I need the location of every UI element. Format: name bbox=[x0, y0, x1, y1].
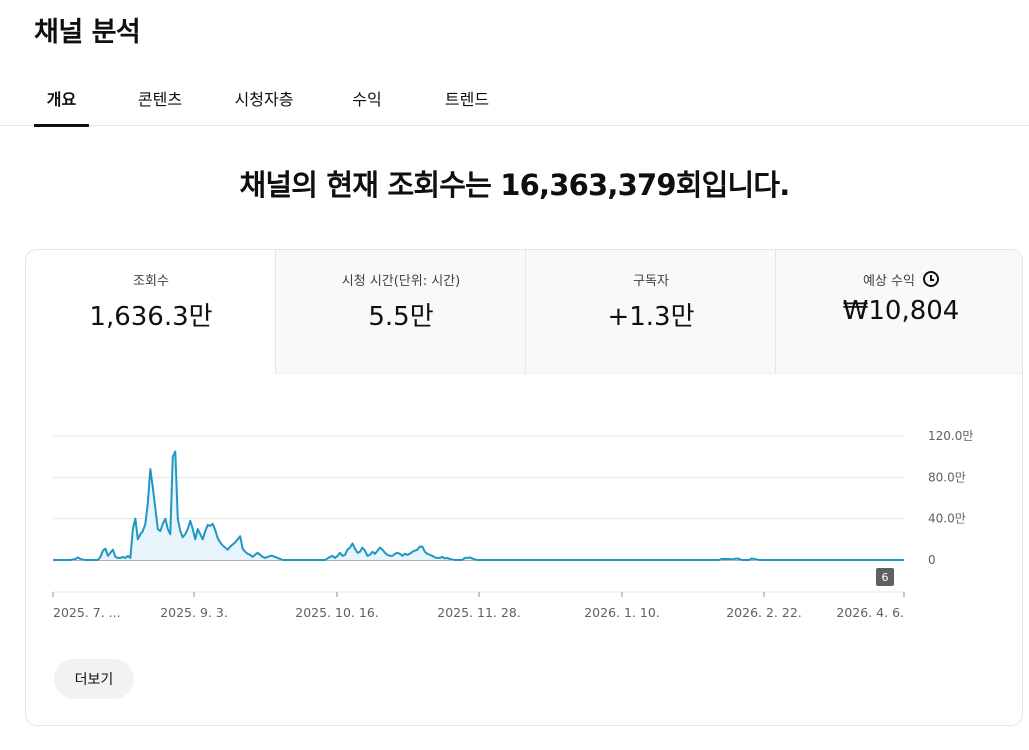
metric-value: 1,636.3만 bbox=[89, 302, 213, 332]
views-line-chart: 0 40.0만 80.0만 120.0만 2025. 7. ... 2025. 9. 3.… bbox=[52, 429, 973, 620]
x-tick-label: 2026. 1. 10. bbox=[584, 605, 660, 620]
annotation-badge bbox=[876, 568, 894, 586]
headline: 채널의 현재 조회수는 16,363,379회입니다. bbox=[239, 168, 790, 202]
x-tick-label: 2026. 2. 22. bbox=[726, 605, 802, 620]
metric-value: ₩10,804 bbox=[842, 296, 960, 326]
x-tick-label: 2025. 10. 16. bbox=[295, 605, 379, 620]
y-tick-label: 80.0만 bbox=[928, 470, 966, 484]
page-title: 채널 분석 bbox=[34, 17, 141, 48]
y-tick-label: 40.0만 bbox=[928, 512, 966, 526]
metric-label: 시청 시간(단위: 시간) bbox=[341, 273, 461, 289]
tab-trends[interactable]: 트렌드 bbox=[444, 90, 490, 109]
x-tick-label: 2025. 7. ... bbox=[53, 605, 121, 620]
tab-bar: 개요 콘텐츠 시청자층 수익 트렌드 bbox=[0, 72, 1029, 127]
series-area bbox=[53, 451, 904, 560]
clock-icon[interactable] bbox=[922, 271, 939, 287]
metric-watch-time[interactable]: 시청 시간(단위: 시간) 5.5만 bbox=[276, 250, 526, 374]
metric-estimated-revenue[interactable]: 예상 수익 ₩10,804 bbox=[776, 250, 1022, 374]
tab-audience[interactable]: 시청자층 bbox=[234, 90, 294, 109]
y-tick-label: 120.0만 bbox=[928, 429, 973, 443]
metric-views[interactable]: 조회수 1,636.3만 bbox=[26, 250, 276, 374]
divider bbox=[775, 250, 776, 374]
metric-subscribers[interactable]: 구독자 +1.3만 bbox=[526, 250, 776, 374]
metric-label: 예상 수익 bbox=[863, 273, 915, 289]
metric-label: 구독자 bbox=[633, 273, 669, 289]
analytics-card: 조회수 1,636.3만 시청 시간(단위: 시간) 5.5만 구독자 +1.3… bbox=[25, 249, 1023, 726]
series-line bbox=[53, 450, 904, 561]
annotation-badge-label: 6 bbox=[882, 571, 889, 584]
tab-revenue[interactable]: 수익 bbox=[352, 90, 382, 109]
tab-content[interactable]: 콘텐츠 bbox=[137, 90, 183, 109]
divider bbox=[525, 250, 526, 374]
tab-overview[interactable]: 개요 bbox=[34, 86, 89, 127]
metric-label: 조회수 bbox=[133, 273, 169, 289]
divider bbox=[275, 250, 276, 374]
x-tick-label: 2025. 11. 28. bbox=[437, 605, 521, 620]
more-button[interactable]: 더보기 bbox=[54, 659, 134, 699]
metric-value: 5.5만 bbox=[368, 302, 434, 332]
x-tick-label: 2025. 9. 3. bbox=[160, 605, 228, 620]
x-tick-label: 2026. 4. 6. bbox=[836, 605, 904, 620]
y-tick-label: 0 bbox=[928, 553, 936, 567]
metric-value: +1.3만 bbox=[607, 302, 695, 332]
